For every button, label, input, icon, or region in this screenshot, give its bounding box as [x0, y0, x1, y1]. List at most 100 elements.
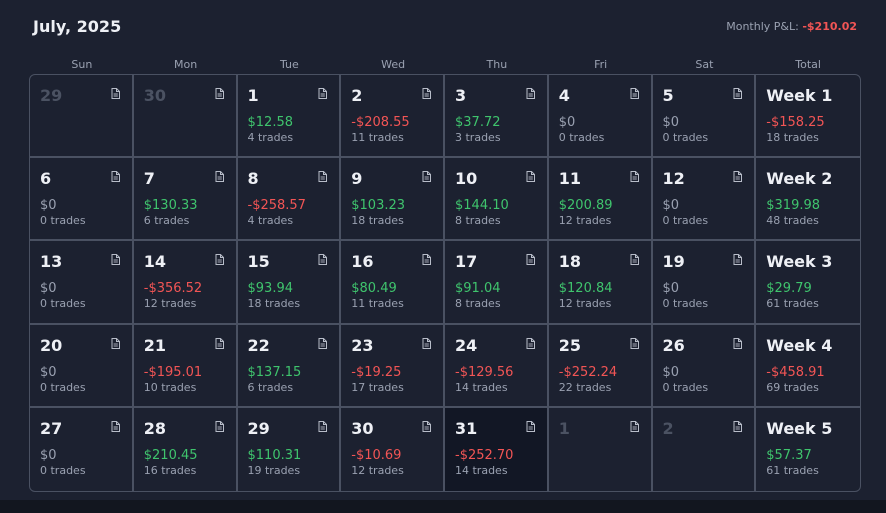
monthly-pnl: Monthly P&L: -$210.02 [726, 20, 857, 33]
day-trades: 12 trades [558, 214, 612, 228]
note-icon[interactable] [526, 167, 535, 183]
day-pnl: $0 [662, 281, 680, 297]
note-icon[interactable] [215, 334, 224, 349]
day-cell[interactable]: 26 $0 0 trades [652, 324, 757, 408]
note-icon[interactable] [111, 334, 120, 349]
note-icon[interactable] [215, 84, 224, 99]
day-cell[interactable]: 10 $144.10 8 trades [445, 158, 549, 242]
note-icon[interactable] [422, 334, 431, 349]
day-cell[interactable]: 15 $93.94 18 trades [237, 241, 342, 325]
note-icon[interactable] [215, 417, 224, 432]
day-trades: 8 trades [455, 214, 501, 228]
note-icon[interactable] [733, 334, 743, 349]
day-cell[interactable]: 19 $0 0 trades [652, 241, 757, 325]
note-icon[interactable] [630, 334, 639, 349]
note-icon[interactable] [111, 250, 120, 266]
week-label: Week 4 [766, 335, 833, 355]
note-icon[interactable] [630, 250, 639, 266]
day-cell[interactable]: 29 $110.31 19 trades [238, 407, 342, 491]
day-cell[interactable]: 17 $91.04 8 trades [445, 241, 549, 325]
weekday-thu: Thu [486, 58, 508, 71]
day-number: 31 [455, 418, 478, 438]
day-cell[interactable]: 8 -$258.57 4 trades [237, 158, 342, 242]
note-icon[interactable] [111, 417, 120, 432]
note-icon[interactable] [733, 417, 743, 432]
day-cell[interactable]: 7 $130.33 6 trades [133, 158, 238, 242]
day-cell[interactable]: 16 $80.49 11 trades [341, 241, 445, 325]
day-trades: 6 trades [143, 214, 190, 228]
note-icon[interactable] [111, 167, 120, 183]
day-cell[interactable]: 30 [133, 75, 238, 159]
day-cell[interactable]: 12 $0 0 trades [652, 158, 757, 242]
day-cell[interactable]: 1 [549, 407, 653, 491]
note-icon[interactable] [630, 417, 639, 432]
weekday-sat: Sat [695, 58, 714, 71]
note-icon[interactable] [422, 167, 431, 183]
weekday-fri: Fri [594, 58, 608, 71]
day-trades: 11 trades [351, 131, 404, 144]
week-total-cell: Week 4 -$458.91 69 trades [756, 325, 860, 408]
day-cell[interactable]: 25 -$252.24 22 trades [548, 324, 653, 408]
monthly-pnl-label: Monthly P&L: [726, 20, 799, 33]
note-icon[interactable] [526, 250, 535, 266]
day-cell[interactable]: 30 -$10.69 12 trades [341, 407, 445, 491]
note-icon[interactable] [318, 167, 328, 183]
day-number: 28 [143, 418, 167, 438]
day-cell[interactable]: 31 -$252.70 14 trades [445, 407, 549, 491]
day-number: 29 [40, 86, 63, 105]
day-number: 14 [143, 252, 167, 272]
note-icon[interactable] [630, 84, 639, 99]
note-icon[interactable] [318, 250, 328, 266]
day-number: 30 [351, 418, 374, 438]
note-icon[interactable] [215, 250, 224, 266]
note-icon[interactable] [526, 417, 535, 432]
day-trades: 0 trades [40, 380, 86, 394]
note-icon[interactable] [422, 250, 431, 266]
day-trades: 4 trades [247, 131, 294, 144]
day-cell[interactable]: 2 -$208.55 11 trades [341, 75, 445, 159]
note-icon[interactable] [318, 417, 328, 432]
note-icon[interactable] [318, 334, 328, 349]
day-cell[interactable]: 22 $137.15 6 trades [237, 324, 342, 408]
day-cell[interactable]: 11 $200.89 12 trades [548, 158, 653, 242]
day-number: 24 [455, 335, 478, 355]
note-icon[interactable] [733, 250, 743, 266]
day-cell[interactable]: 24 -$129.56 14 trades [445, 324, 549, 408]
day-pnl: $110.31 [247, 447, 302, 463]
day-cell[interactable]: 4 $0 0 trades [548, 75, 653, 159]
note-icon[interactable] [526, 84, 535, 99]
week-total-cell: Week 2 $319.98 48 trades [756, 158, 860, 242]
day-cell[interactable]: 20 $0 0 trades [30, 324, 134, 408]
day-number: 16 [351, 252, 374, 272]
note-icon[interactable] [630, 167, 639, 183]
note-icon[interactable] [733, 167, 743, 183]
note-icon[interactable] [318, 84, 328, 99]
day-trades: 10 trades [143, 380, 197, 394]
day-trades: 3 trades [455, 131, 501, 144]
day-cell[interactable]: 21 -$195.01 10 trades [133, 324, 238, 408]
week-total-cell: Week 3 $29.79 61 trades [756, 241, 860, 325]
day-trades: 6 trades [247, 380, 294, 394]
day-cell[interactable]: 27 $0 0 trades [30, 407, 134, 491]
day-cell[interactable]: 1 $12.58 4 trades [237, 75, 342, 159]
note-icon[interactable] [422, 84, 431, 99]
note-icon[interactable] [733, 84, 743, 99]
note-icon[interactable] [526, 334, 535, 349]
day-trades: 18 trades [247, 297, 301, 311]
day-cell[interactable]: 2 [653, 407, 757, 491]
day-cell[interactable]: 6 $0 0 trades [30, 158, 134, 242]
day-cell[interactable]: 3 $37.72 3 trades [445, 75, 549, 159]
day-cell[interactable]: 29 [30, 75, 134, 159]
note-icon[interactable] [215, 167, 224, 183]
day-number: 26 [662, 335, 685, 355]
day-cell[interactable]: 23 -$19.25 17 trades [341, 324, 445, 408]
day-cell[interactable]: 13 $0 0 trades [30, 241, 134, 325]
day-cell[interactable]: 18 $120.84 12 trades [548, 241, 653, 325]
day-cell[interactable]: 28 $210.45 16 trades [134, 407, 238, 491]
note-icon[interactable] [422, 417, 431, 432]
day-cell[interactable]: 14 -$356.52 12 trades [133, 241, 238, 325]
day-cell[interactable]: 5 $0 0 trades [652, 75, 757, 159]
day-trades: 14 trades [455, 463, 508, 477]
note-icon[interactable] [111, 84, 120, 99]
day-cell[interactable]: 9 $103.23 18 trades [341, 158, 445, 242]
